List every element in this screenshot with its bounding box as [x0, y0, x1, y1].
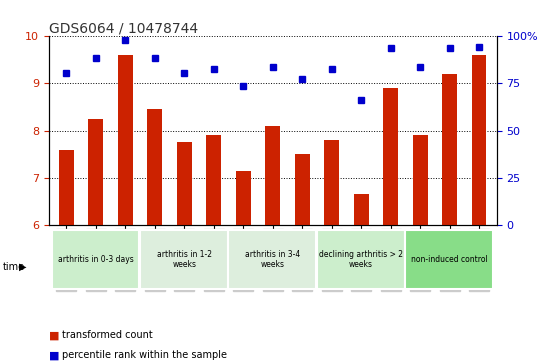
Bar [472, 55, 487, 225]
Text: ■: ■ [49, 350, 59, 360]
Text: transformed count: transformed count [62, 330, 153, 340]
Bar [413, 135, 428, 225]
Bar [89, 119, 103, 225]
Text: declining arthritis > 2
weeks: declining arthritis > 2 weeks [319, 250, 403, 269]
Text: ▶: ▶ [19, 262, 26, 272]
Text: time: time [3, 262, 25, 272]
FancyBboxPatch shape [51, 230, 139, 289]
Bar [383, 88, 398, 225]
Text: GDS6064 / 10478744: GDS6064 / 10478744 [49, 22, 198, 36]
FancyBboxPatch shape [228, 230, 316, 289]
Text: arthritis in 3-4
weeks: arthritis in 3-4 weeks [245, 250, 300, 269]
Bar [354, 194, 368, 225]
Bar [177, 143, 192, 225]
Bar [325, 140, 339, 225]
Text: arthritis in 0-3 days: arthritis in 0-3 days [58, 255, 134, 264]
Text: arthritis in 1-2
weeks: arthritis in 1-2 weeks [157, 250, 212, 269]
Text: percentile rank within the sample: percentile rank within the sample [62, 350, 227, 360]
Bar [265, 126, 280, 225]
Bar [59, 150, 73, 225]
Text: ■: ■ [49, 330, 59, 340]
Text: non-induced control: non-induced control [411, 255, 488, 264]
Bar [206, 135, 221, 225]
Bar [295, 154, 309, 225]
Bar [118, 55, 133, 225]
Bar [147, 110, 162, 225]
FancyBboxPatch shape [406, 230, 493, 289]
Bar [236, 171, 251, 225]
Bar [442, 74, 457, 225]
FancyBboxPatch shape [140, 230, 228, 289]
FancyBboxPatch shape [317, 230, 405, 289]
